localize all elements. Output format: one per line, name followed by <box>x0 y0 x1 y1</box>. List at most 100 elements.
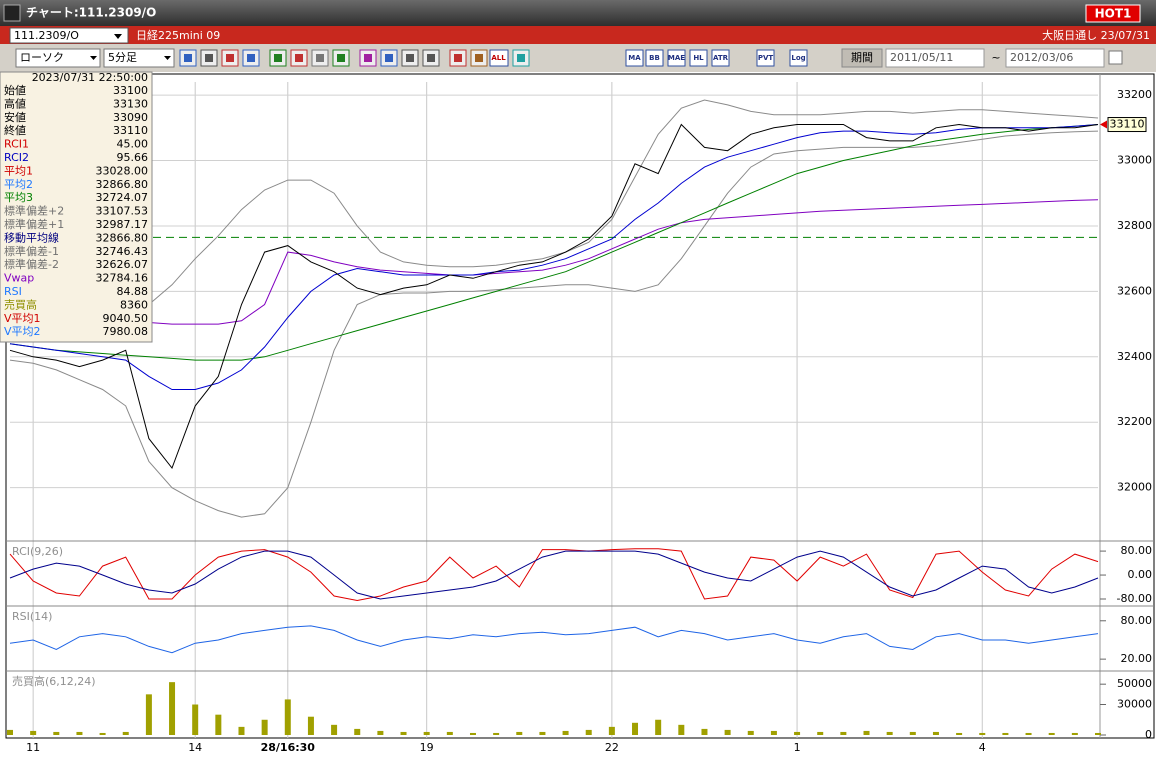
chart-style[interactable]: ローソク <box>20 51 64 64</box>
volume-bar <box>307 716 314 735</box>
volume-bar <box>840 731 847 735</box>
y-tick-label: 33200 <box>1117 88 1152 101</box>
interval[interactable]: 5分足 <box>108 51 137 64</box>
dropdown-arrow <box>114 34 122 39</box>
from-date[interactable] <box>885 48 985 68</box>
y-tick-label: 50000 <box>1117 677 1152 690</box>
info-label: 平均2 <box>4 178 33 191</box>
volume-bar <box>469 732 476 735</box>
checkbox[interactable] <box>1108 50 1123 65</box>
volume-bar <box>1071 732 1078 735</box>
volume-bar <box>53 731 60 735</box>
toolbar-button[interactable] <box>711 49 730 67</box>
hot-badge-label[interactable]: HOT1 <box>1095 7 1132 21</box>
symbol-code[interactable]: 111.2309/O <box>14 29 79 42</box>
toolbar-glyph <box>475 54 483 62</box>
volume-bar <box>446 731 453 735</box>
toolbar-button-label[interactable]: BB <box>649 54 660 62</box>
volume-bar <box>192 704 199 735</box>
y-tick-label: 80.00 <box>1121 614 1153 627</box>
info-label: Vwap <box>4 272 34 285</box>
volume-bar <box>30 730 37 735</box>
volume-bar <box>932 731 939 735</box>
toolbar-glyph <box>184 54 192 62</box>
x-tick-label: 19 <box>420 741 434 754</box>
toolbar-button[interactable] <box>625 49 644 67</box>
volume-bar <box>1048 732 1055 735</box>
volume-bar <box>7 729 13 735</box>
info-label: 終値 <box>4 123 26 137</box>
toolbar-glyph <box>226 54 234 62</box>
toolbar-button-label[interactable]: Log <box>791 54 805 62</box>
info-label: 移動平均線 <box>4 230 59 244</box>
volume-bar <box>331 724 338 735</box>
series-line <box>9 130 1099 518</box>
info-value: 32866.80 <box>96 231 149 244</box>
volume-bar <box>400 731 407 735</box>
toolbar-button[interactable] <box>667 49 686 67</box>
toolbar-glyph <box>364 54 372 62</box>
panel-title: RCI(9,26) <box>12 545 63 558</box>
y-tick-label: 32000 <box>1117 481 1152 494</box>
info-label: 始値 <box>4 83 26 97</box>
title-bar <box>0 0 1156 26</box>
series-line <box>9 548 1099 602</box>
info-value: 32626.07 <box>96 258 149 271</box>
info-datetime: 2023/07/31 22:50:00 <box>32 71 148 84</box>
info-label: 標準偏差+2 <box>4 204 64 218</box>
info-value: 32987.17 <box>96 218 149 231</box>
volume-bar <box>979 732 986 735</box>
plot-frame <box>5 73 1155 739</box>
toolbar-button[interactable] <box>489 49 509 67</box>
series-line <box>9 124 1099 390</box>
toolbar-button[interactable] <box>645 49 664 67</box>
volume-bar <box>99 732 106 735</box>
volume-bar <box>863 730 870 735</box>
info-label: 標準偏差-1 <box>4 244 59 258</box>
period-label[interactable]: 期間 <box>851 51 873 64</box>
to-date-text[interactable]: 2012/03/06 <box>1010 51 1073 64</box>
style-select[interactable] <box>15 48 101 68</box>
symbol-select[interactable] <box>9 27 129 44</box>
toolbar-button-label[interactable]: MAE <box>668 54 685 62</box>
from-date-text[interactable]: 2011/05/11 <box>890 51 953 64</box>
info-label: 売買高 <box>4 297 37 311</box>
market-label: 大阪日通し 23/07/31 <box>1042 28 1150 42</box>
volume-bar <box>493 732 500 735</box>
toolbar-button-label[interactable]: HL <box>693 54 704 62</box>
volume-bar <box>215 714 222 735</box>
dropdown-arrow <box>90 56 97 60</box>
info-label: 標準偏差+1 <box>4 217 64 231</box>
toolbar-glyph <box>337 54 345 62</box>
interval-select[interactable] <box>103 48 175 68</box>
y-tick-label: 32600 <box>1117 284 1152 297</box>
volume-bar <box>724 729 731 735</box>
info-value: 32746.43 <box>96 245 149 258</box>
volume-bar <box>1002 732 1009 735</box>
toolbar-button[interactable] <box>689 49 708 67</box>
period-button[interactable] <box>841 48 883 68</box>
toolbar-button-label[interactable]: PVT <box>758 54 774 62</box>
x-tick-label: 4 <box>979 741 986 754</box>
info-value: 33130 <box>113 97 148 110</box>
volume-bar <box>354 728 361 735</box>
to-date[interactable] <box>1005 48 1105 68</box>
info-value: 33107.53 <box>96 205 149 218</box>
toolbar-button[interactable] <box>756 49 775 67</box>
hot-badge[interactable] <box>1085 4 1141 23</box>
info-value: 33028.00 <box>96 164 149 177</box>
volume-bar <box>817 731 824 735</box>
volume-bar <box>145 694 152 735</box>
toolbar-button[interactable] <box>789 49 808 67</box>
symbol-bar <box>0 26 1156 44</box>
toolbar-glyph <box>295 54 303 62</box>
toolbar-button-label[interactable]: ALL <box>491 54 506 62</box>
toolbar-button-label[interactable]: MA <box>628 54 641 62</box>
window-title: チャート:111.2309/O <box>26 6 156 20</box>
x-tick-label: 28/16:30 <box>261 741 316 754</box>
info-label: 高値 <box>4 96 26 110</box>
x-tick-label: 22 <box>605 741 619 754</box>
toolbar-button-label[interactable]: ATR <box>713 54 729 62</box>
info-label: 平均3 <box>4 191 33 204</box>
